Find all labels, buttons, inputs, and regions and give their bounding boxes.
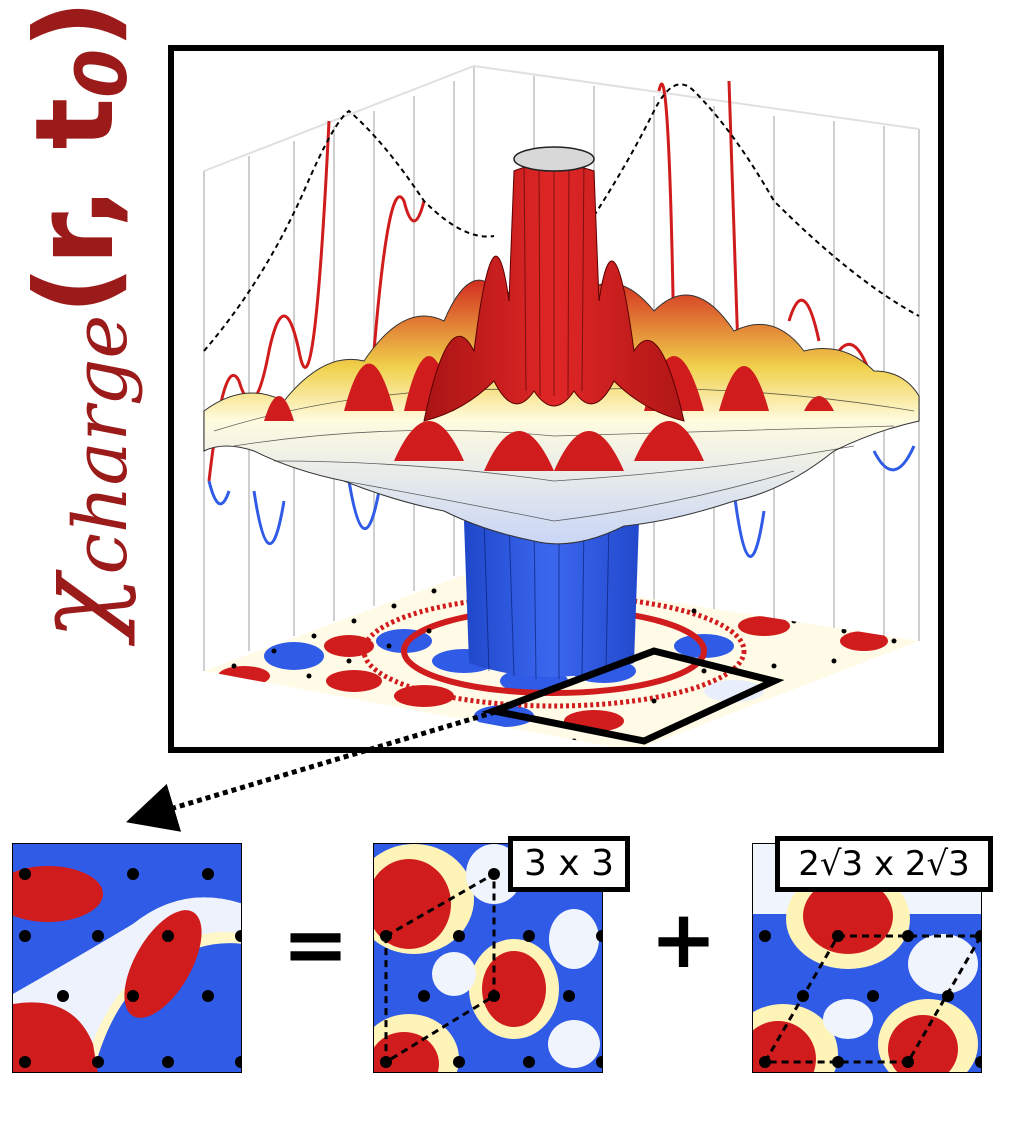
central-peak [423, 146, 685, 422]
zoom-region-box [481, 647, 785, 745]
surface-plot [203, 64, 920, 747]
label-subscript: charge [58, 315, 144, 575]
surface-plot-frame [168, 45, 944, 753]
blue-column [464, 520, 639, 680]
panel-total [12, 843, 242, 1073]
label-args-subscript: 0 [61, 49, 143, 98]
label-chi: χ [13, 569, 138, 647]
svg-text:χcharge(r, t0): χcharge(r, t0) [13, 0, 144, 647]
label-args: (r, t [13, 98, 138, 315]
tag-two-root-three: 2√3 x 2√3 [775, 836, 993, 892]
label-close: ) [13, 0, 138, 49]
tag-three-by-three: 3 x 3 [508, 836, 630, 892]
equals-sign: = [282, 898, 350, 991]
panel-three-by-three [373, 843, 603, 1073]
plus-sign: + [650, 893, 718, 986]
envelope-curves [203, 83, 920, 352]
